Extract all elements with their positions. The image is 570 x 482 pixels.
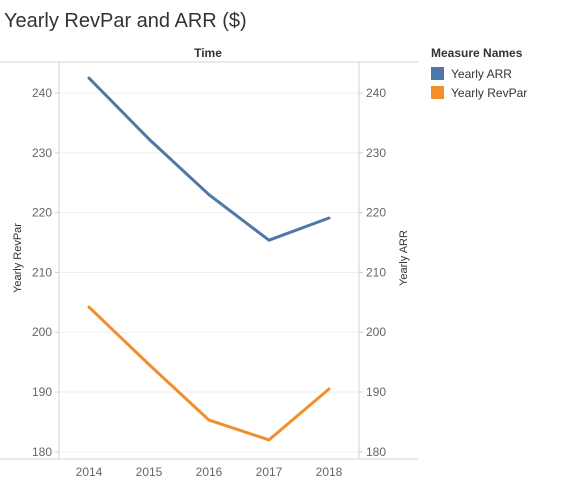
left-y-tick-label: 230 bbox=[32, 146, 52, 160]
left-y-tick-label: 210 bbox=[32, 265, 52, 279]
left-y-tick-label: 200 bbox=[32, 325, 52, 339]
legend-title: Measure Names bbox=[431, 46, 523, 60]
x-tick-label: 2014 bbox=[76, 465, 103, 479]
x-axis-ticks: 2014 2015 2016 2017 2018 bbox=[76, 465, 343, 479]
series-line-yearly-arr bbox=[87, 76, 331, 242]
right-y-tick-label: 210 bbox=[366, 265, 386, 279]
left-y-tick-label: 220 bbox=[32, 206, 52, 220]
x-tick-label: 2015 bbox=[136, 465, 163, 479]
legend: Measure Names Yearly ARR Yearly RevPar bbox=[431, 46, 566, 102]
x-tick-label: 2018 bbox=[316, 465, 343, 479]
right-y-tick-label: 200 bbox=[366, 325, 386, 339]
right-y-tick-label: 220 bbox=[366, 206, 386, 220]
right-y-tick-label: 180 bbox=[366, 445, 386, 459]
chart-title: Yearly RevPar and ARR ($) bbox=[4, 10, 247, 32]
legend-item-yearly-revpar[interactable]: Yearly RevPar bbox=[431, 83, 566, 102]
right-y-tick-label: 190 bbox=[366, 385, 386, 399]
left-y-tick-label: 180 bbox=[32, 445, 52, 459]
right-y-tick-label: 240 bbox=[366, 86, 386, 100]
legend-item-yearly-arr[interactable]: Yearly ARR bbox=[431, 64, 566, 83]
right-y-axis-label: Yearly ARR bbox=[398, 230, 410, 286]
legend-swatch bbox=[431, 86, 444, 99]
right-y-axis-ticks: 180 190 200 210 220 230 240 bbox=[359, 86, 386, 459]
left-y-tick-label: 240 bbox=[32, 86, 52, 100]
column-header: Time bbox=[194, 46, 222, 60]
series-lines bbox=[87, 76, 331, 442]
x-tick-label: 2017 bbox=[256, 465, 283, 479]
chart-frame bbox=[0, 61, 418, 460]
left-y-tick-label: 190 bbox=[32, 385, 52, 399]
gridlines bbox=[59, 92, 359, 453]
right-y-tick-label: 230 bbox=[366, 146, 386, 160]
legend-label: Yearly ARR bbox=[451, 66, 512, 81]
left-y-axis-label: Yearly RevPar bbox=[12, 223, 24, 293]
legend-swatch bbox=[431, 67, 444, 80]
x-tick-label: 2016 bbox=[196, 465, 223, 479]
series-line-yearly-revpar bbox=[87, 305, 331, 442]
legend-label: Yearly RevPar bbox=[451, 85, 528, 100]
left-y-axis-ticks: 180 190 200 210 220 230 240 bbox=[32, 86, 59, 459]
